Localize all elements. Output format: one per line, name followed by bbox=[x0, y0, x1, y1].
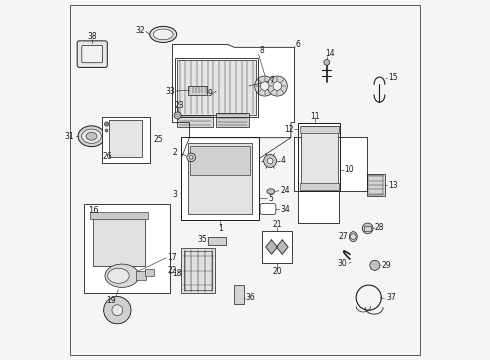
Text: 25: 25 bbox=[154, 135, 164, 144]
Circle shape bbox=[324, 59, 330, 65]
Text: 15: 15 bbox=[389, 73, 398, 82]
Bar bbox=[301, 126, 338, 188]
Circle shape bbox=[255, 76, 275, 96]
Text: 34: 34 bbox=[280, 205, 290, 214]
Circle shape bbox=[112, 305, 122, 316]
Ellipse shape bbox=[267, 189, 275, 194]
Ellipse shape bbox=[349, 231, 357, 242]
Ellipse shape bbox=[105, 264, 139, 287]
Text: 6: 6 bbox=[296, 40, 301, 49]
Ellipse shape bbox=[108, 268, 129, 283]
Circle shape bbox=[187, 153, 196, 162]
Text: 1: 1 bbox=[218, 224, 222, 233]
Bar bbox=[93, 214, 146, 266]
Bar bbox=[177, 116, 213, 127]
Text: 10: 10 bbox=[344, 166, 354, 175]
Text: 20: 20 bbox=[272, 267, 282, 276]
Circle shape bbox=[362, 223, 373, 234]
Bar bbox=[181, 137, 259, 220]
Circle shape bbox=[104, 122, 109, 126]
Bar bbox=[136, 271, 146, 280]
Bar bbox=[177, 60, 256, 116]
Ellipse shape bbox=[150, 26, 177, 42]
Circle shape bbox=[267, 158, 273, 164]
Bar bbox=[184, 251, 212, 290]
Bar bbox=[91, 212, 148, 220]
FancyBboxPatch shape bbox=[82, 45, 102, 63]
Text: 33: 33 bbox=[165, 86, 175, 95]
Text: 5: 5 bbox=[269, 194, 273, 203]
Ellipse shape bbox=[82, 129, 101, 143]
Text: 22: 22 bbox=[168, 266, 177, 275]
Polygon shape bbox=[294, 137, 367, 223]
FancyBboxPatch shape bbox=[260, 204, 276, 215]
Circle shape bbox=[105, 129, 108, 132]
FancyBboxPatch shape bbox=[77, 41, 107, 67]
Text: 32: 32 bbox=[135, 26, 145, 35]
Bar bbox=[175, 58, 258, 117]
Text: 13: 13 bbox=[388, 180, 397, 189]
Polygon shape bbox=[266, 240, 277, 254]
Bar bbox=[102, 117, 149, 163]
Ellipse shape bbox=[86, 132, 97, 140]
Text: 16: 16 bbox=[88, 206, 98, 215]
Bar bbox=[208, 237, 226, 245]
Text: 4: 4 bbox=[281, 157, 286, 166]
Circle shape bbox=[264, 154, 276, 167]
Text: 23: 23 bbox=[174, 101, 184, 110]
Bar bbox=[300, 126, 339, 133]
Polygon shape bbox=[276, 240, 288, 254]
Text: 12: 12 bbox=[284, 125, 294, 134]
Text: 19: 19 bbox=[106, 296, 116, 305]
Circle shape bbox=[370, 260, 380, 270]
Text: 21: 21 bbox=[272, 220, 282, 229]
Text: 26: 26 bbox=[103, 152, 113, 161]
Bar bbox=[367, 174, 385, 196]
Text: 7: 7 bbox=[270, 76, 274, 85]
Circle shape bbox=[267, 76, 287, 96]
Bar bbox=[300, 183, 339, 190]
Text: 37: 37 bbox=[386, 293, 396, 302]
Text: 28: 28 bbox=[374, 223, 384, 232]
Circle shape bbox=[104, 297, 131, 324]
Bar bbox=[146, 269, 154, 276]
Circle shape bbox=[260, 82, 269, 90]
Bar bbox=[188, 143, 252, 214]
Text: 30: 30 bbox=[338, 259, 347, 268]
Bar bbox=[364, 226, 371, 231]
Text: 38: 38 bbox=[87, 32, 97, 41]
Bar bbox=[190, 145, 250, 175]
Bar bbox=[109, 121, 143, 157]
Text: 2: 2 bbox=[173, 148, 177, 157]
Circle shape bbox=[174, 112, 181, 119]
Ellipse shape bbox=[153, 29, 173, 40]
Text: 18: 18 bbox=[172, 269, 182, 278]
Circle shape bbox=[273, 82, 282, 90]
Text: 35: 35 bbox=[197, 235, 207, 244]
Polygon shape bbox=[172, 44, 294, 138]
Text: 27: 27 bbox=[339, 232, 348, 241]
Bar bbox=[234, 285, 244, 304]
Bar bbox=[84, 204, 171, 293]
Circle shape bbox=[350, 234, 356, 239]
Circle shape bbox=[190, 156, 193, 159]
Text: 14: 14 bbox=[325, 49, 335, 58]
Text: 17: 17 bbox=[167, 253, 176, 262]
Bar bbox=[368, 175, 383, 195]
Text: 8: 8 bbox=[259, 46, 264, 55]
Text: 36: 36 bbox=[245, 293, 255, 302]
Text: 11: 11 bbox=[311, 112, 320, 121]
Text: 9: 9 bbox=[207, 89, 212, 98]
Bar bbox=[298, 123, 341, 192]
Text: 3: 3 bbox=[172, 190, 177, 199]
Text: 24: 24 bbox=[280, 186, 290, 195]
Text: 29: 29 bbox=[381, 261, 391, 270]
Bar bbox=[262, 231, 292, 263]
Bar bbox=[216, 113, 248, 127]
Ellipse shape bbox=[78, 126, 105, 147]
Bar bbox=[181, 248, 215, 293]
Text: 31: 31 bbox=[65, 132, 74, 141]
Bar bbox=[188, 86, 207, 95]
